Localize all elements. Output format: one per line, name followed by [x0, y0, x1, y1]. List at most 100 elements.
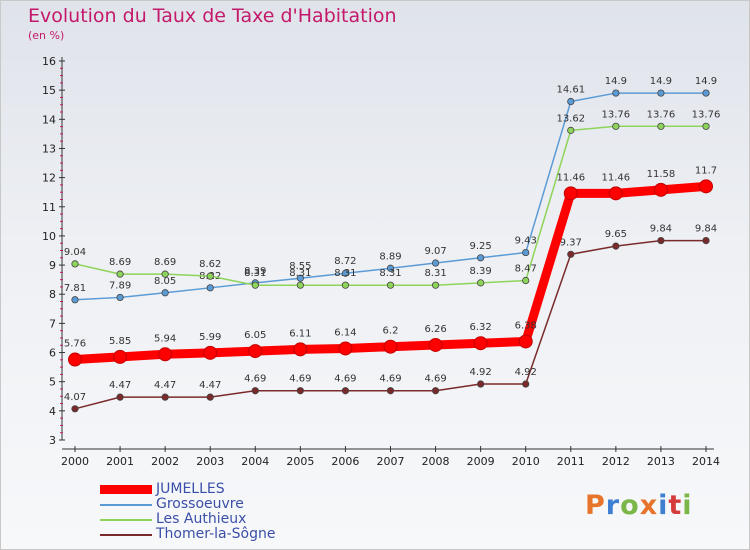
legend-item-grossoeuvre: Grossoeuvre	[100, 497, 400, 512]
data-label: 6.11	[289, 328, 311, 339]
x-tick-label: 2006	[331, 455, 359, 468]
data-point	[341, 269, 350, 277]
data-label: 13.76	[602, 109, 631, 120]
legend-label: Les Authieux	[156, 511, 247, 527]
data-label: 14.61	[556, 85, 585, 96]
data-point	[116, 393, 124, 401]
data-point	[612, 242, 620, 250]
data-label: 7.81	[64, 283, 86, 294]
data-point	[206, 284, 214, 292]
legend-swatch-jumelles	[100, 485, 152, 494]
legend-item-les-authieux: Les Authieux	[100, 512, 400, 527]
data-point	[428, 337, 443, 352]
data-label: 7.89	[109, 280, 131, 291]
data-label: 4.47	[109, 380, 131, 391]
logo-letter: i	[658, 490, 669, 521]
y-tick-label: 13	[42, 142, 56, 155]
x-tick-label: 2003	[196, 455, 224, 468]
data-label: 9.25	[470, 241, 492, 252]
y-tick-label: 12	[42, 172, 56, 185]
data-point	[206, 272, 214, 280]
data-point	[567, 97, 575, 106]
legend-label: JUMELLES	[156, 481, 225, 497]
data-point	[522, 380, 530, 388]
data-point	[293, 342, 308, 357]
data-label: 13.62	[556, 113, 585, 124]
y-tick-label: 5	[49, 376, 56, 389]
data-label: 8.39	[470, 266, 492, 277]
data-label: 8.39	[244, 266, 266, 277]
data-label: 6.05	[244, 330, 266, 341]
proxiti-logo: Proxiti	[585, 490, 693, 521]
data-label: 8.69	[109, 257, 131, 268]
data-point	[161, 393, 169, 401]
data-label: 4.69	[289, 374, 311, 385]
logo-letter: x	[639, 490, 659, 521]
legend-label: Grossoeuvre	[156, 496, 244, 512]
y-tick-label: 15	[42, 84, 56, 97]
data-point	[657, 122, 665, 130]
x-tick-label: 2007	[377, 455, 405, 468]
data-label: 14.9	[650, 76, 672, 87]
data-label: 6.32	[470, 322, 492, 333]
legend: JUMELLES Grossoeuvre Les Authieux Thomer…	[100, 482, 400, 542]
legend-item-jumelles: JUMELLES	[100, 482, 400, 497]
data-point	[296, 281, 304, 289]
x-tick-label: 2013	[647, 455, 675, 468]
y-tick-label: 6	[49, 347, 56, 360]
data-label: 8.62	[199, 259, 221, 270]
data-point	[431, 259, 440, 267]
data-point	[522, 276, 530, 285]
data-point	[567, 126, 575, 134]
data-label: 14.9	[695, 76, 717, 87]
data-point	[702, 236, 710, 245]
data-point	[161, 270, 169, 278]
x-tick-label: 2002	[151, 455, 179, 468]
data-point	[563, 186, 578, 201]
data-label: 8.05	[154, 276, 176, 287]
y-tick-label: 8	[49, 288, 56, 301]
data-label: 8.31	[334, 268, 356, 279]
data-label: 9.37	[560, 237, 582, 248]
data-label: 11.58	[647, 169, 676, 180]
data-point	[71, 260, 79, 268]
data-point	[116, 270, 124, 278]
data-point	[612, 122, 620, 130]
data-point	[431, 387, 440, 395]
data-label: 13.76	[692, 109, 721, 120]
data-label: 9.84	[650, 224, 672, 235]
data-point	[116, 293, 124, 302]
x-tick-label: 2009	[467, 455, 495, 468]
data-label: 4.92	[470, 367, 492, 378]
y-tick-label: 3	[49, 434, 56, 447]
data-point	[251, 281, 259, 289]
x-tick-label: 2005	[286, 455, 314, 468]
data-point	[657, 236, 665, 245]
data-label: 11.7	[695, 165, 717, 176]
data-label: 4.69	[424, 374, 446, 385]
data-point	[431, 281, 440, 289]
x-tick-label: 2014	[692, 455, 720, 468]
legend-swatch-grossoeuvre	[100, 504, 152, 506]
data-label: 4.07	[64, 392, 86, 403]
y-tick-label: 14	[42, 113, 56, 126]
data-point	[161, 289, 169, 297]
y-tick-label: 16	[42, 55, 56, 68]
data-label: 4.92	[515, 367, 537, 378]
data-point	[657, 89, 665, 97]
data-point	[477, 380, 485, 388]
y-tick-label: 9	[49, 259, 56, 272]
data-point	[158, 347, 173, 362]
data-label: 9.84	[695, 224, 717, 235]
data-point	[341, 387, 350, 395]
data-label: 8.69	[154, 257, 176, 268]
data-point	[296, 387, 304, 395]
chart-subtitle: (en %)	[28, 29, 65, 42]
data-point	[477, 254, 485, 262]
logo-letter: t	[668, 490, 683, 521]
data-point	[338, 341, 353, 356]
data-label: 9.04	[64, 247, 86, 258]
x-tick-label: 2012	[602, 455, 630, 468]
data-point	[248, 344, 263, 359]
data-point	[608, 186, 623, 201]
